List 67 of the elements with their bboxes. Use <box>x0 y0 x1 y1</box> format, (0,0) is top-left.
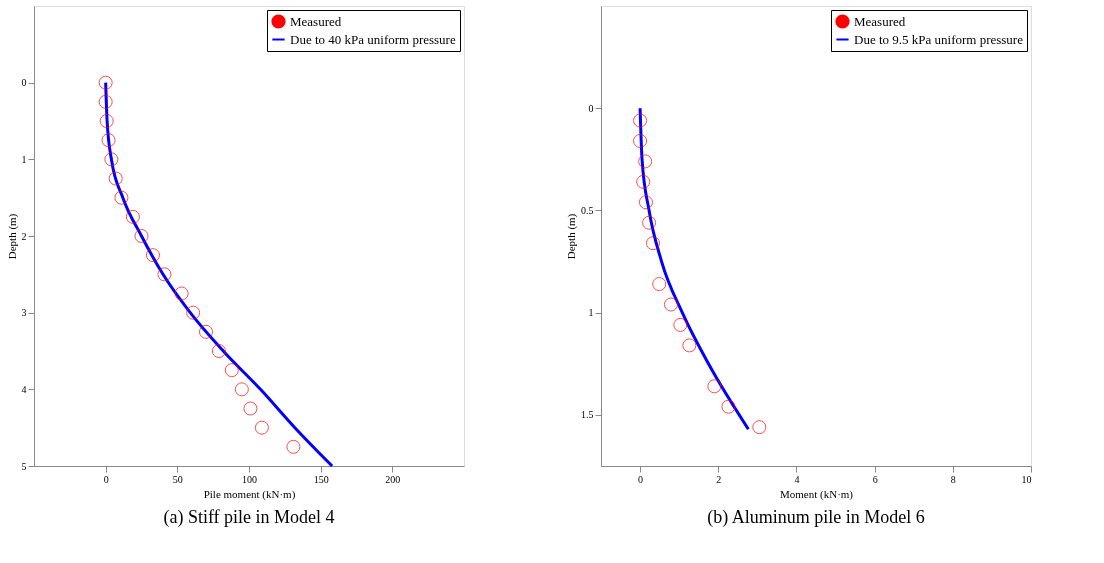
x-tick-label: 8 <box>950 473 956 485</box>
point <box>99 113 114 129</box>
y-tick-label: 4 <box>21 383 27 395</box>
point <box>638 195 653 210</box>
point <box>174 286 189 301</box>
y-tick-label: 0 <box>588 102 594 114</box>
point <box>98 75 113 90</box>
point <box>682 338 697 353</box>
x-tick-label: 0 <box>103 473 109 485</box>
x-tick-label: 6 <box>872 473 878 485</box>
line-series <box>638 106 750 431</box>
x-axis-title: Pile moment (kN·m) <box>203 487 296 501</box>
point <box>224 363 239 378</box>
y-tick-label: 5 <box>21 460 27 472</box>
text: (b) Aluminum pile in Model 6 <box>707 507 925 528</box>
x-tick-label: 100 <box>242 473 257 485</box>
point <box>286 439 301 454</box>
point <box>663 297 678 312</box>
point <box>108 171 123 186</box>
y-tick-label: 1 <box>21 153 27 165</box>
point <box>134 228 149 244</box>
point <box>707 379 722 394</box>
point <box>125 209 140 224</box>
point <box>645 236 661 251</box>
point <box>254 420 269 435</box>
y-tick-label: 1 <box>588 307 594 319</box>
text: (a) Stiff pile in Model 4 <box>163 507 335 528</box>
y-axis-title: Depth (m) <box>565 213 578 260</box>
point <box>721 399 736 414</box>
point <box>145 248 160 263</box>
point <box>652 277 667 292</box>
legend-label: Due to 40 kPa uniform pressure <box>290 31 456 47</box>
point <box>104 152 119 167</box>
x-tick-label: 0 <box>638 473 644 485</box>
y-tick-label: 2 <box>21 230 27 242</box>
point <box>638 154 653 169</box>
point <box>234 382 249 397</box>
x-axis-title: Moment (kN·m) <box>779 487 854 501</box>
x-tick-label: 200 <box>385 473 401 485</box>
point <box>101 133 116 148</box>
legend-label: Measured <box>290 13 342 29</box>
y-tick-label: 0 <box>21 77 27 89</box>
point <box>636 174 651 189</box>
point <box>211 343 226 359</box>
y-tick-label: 1.5 <box>581 409 594 421</box>
point <box>157 267 172 282</box>
x-tick-label: 2 <box>716 473 722 485</box>
x-tick-label: 150 <box>313 473 329 485</box>
y-tick-label: 0.5 <box>581 204 594 216</box>
line-series <box>104 81 334 468</box>
point <box>642 215 657 230</box>
y-axis-title: Depth (m) <box>5 213 19 260</box>
point <box>114 190 129 205</box>
point <box>186 305 201 320</box>
point <box>633 113 648 128</box>
y-tick-label: 3 <box>21 307 27 319</box>
point <box>673 317 688 332</box>
point <box>633 133 648 148</box>
point <box>98 94 113 109</box>
point <box>198 324 214 339</box>
point <box>752 420 767 435</box>
x-tick-label: 4 <box>794 473 800 485</box>
legend-label: Due to 9.5 kPa uniform pressure <box>854 31 1024 47</box>
x-tick-label: 10 <box>1021 473 1032 485</box>
legend-label: Measured <box>854 13 906 29</box>
x-tick-label: 50 <box>172 473 183 485</box>
point <box>243 401 258 416</box>
